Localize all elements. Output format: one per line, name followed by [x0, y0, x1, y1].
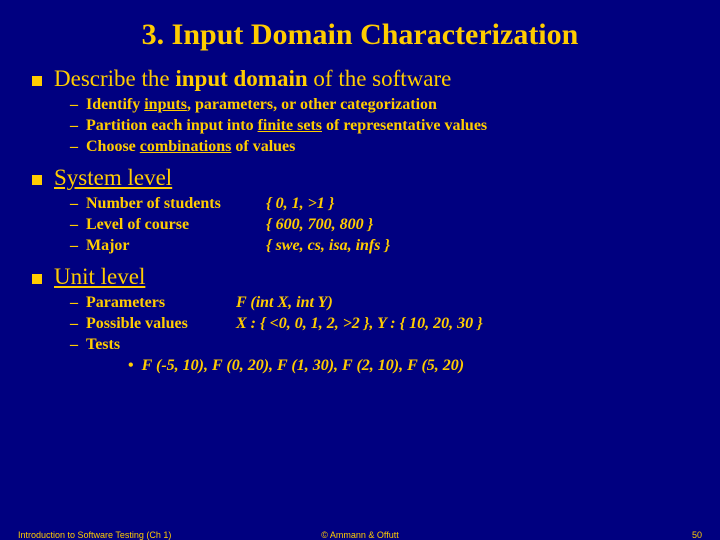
sub-item: – Partition each input into finite sets …: [70, 117, 700, 135]
bullet-text: Describe the input domain of the softwar…: [54, 66, 451, 92]
sub-list-1: – Identify inputs, parameters, or other …: [32, 96, 700, 156]
label: Major: [86, 237, 266, 255]
value: { 600, 700, 800 }: [266, 216, 373, 234]
slide-content: Describe the input domain of the softwar…: [0, 66, 720, 375]
text-bold: input domain: [175, 66, 307, 91]
t: Choose: [86, 138, 140, 155]
dash-icon: –: [70, 195, 78, 213]
sub-text: Choose combinations of values: [86, 138, 295, 156]
label: Possible values: [86, 315, 236, 333]
dash-icon: –: [70, 138, 78, 156]
t: Identify: [86, 96, 144, 113]
sub-list-2: – Number of students { 0, 1, >1 } – Leve…: [32, 195, 700, 255]
sub-item: – Number of students { 0, 1, >1 }: [70, 195, 700, 213]
sub-text: Identify inputs, parameters, or other ca…: [86, 96, 437, 114]
footer-center: © Ammann & Offutt: [0, 530, 720, 540]
sub-item: – Possible values X : { <0, 0, 1, 2, >2 …: [70, 315, 700, 333]
value: X : { <0, 0, 1, 2, >2 }, Y : { 10, 20, 3…: [236, 315, 483, 333]
t: of values: [231, 138, 295, 155]
bullet-text: Unit level: [54, 264, 145, 290]
dash-icon: –: [70, 216, 78, 234]
sub-item: – Tests: [70, 336, 700, 354]
sub-list-3: – Parameters F (int X, int Y) – Possible…: [32, 294, 700, 375]
dash-icon: –: [70, 237, 78, 255]
sub-sub-item: • F (-5, 10), F (0, 20), F (1, 30), F (2,…: [70, 357, 700, 375]
square-bullet-icon: [32, 76, 42, 86]
t: of representative values: [322, 117, 487, 134]
dash-icon: –: [70, 336, 78, 354]
square-bullet-icon: [32, 175, 42, 185]
bullet-describe: Describe the input domain of the softwar…: [32, 66, 700, 92]
text-pre: Describe the: [54, 66, 175, 91]
label: Tests: [86, 336, 120, 354]
label: Number of students: [86, 195, 266, 213]
sub-item: – Major { swe, cs, isa, infs }: [70, 237, 700, 255]
bullet-system-level: System level: [32, 165, 700, 191]
dash-icon: –: [70, 315, 78, 333]
slide-title: 3. Input Domain Characterization: [0, 0, 720, 66]
u: combinations: [140, 138, 232, 155]
dot-bullet-icon: •: [128, 357, 134, 374]
t: Partition each input into: [86, 117, 258, 134]
bullet-text: System level: [54, 165, 172, 191]
label: Level of course: [86, 216, 266, 234]
tests-value: F (-5, 10), F (0, 20), F (1, 30), F (2, …: [142, 357, 465, 374]
sub-item: – Identify inputs, parameters, or other …: [70, 96, 700, 114]
footer-page-number: 50: [692, 530, 702, 540]
value: { 0, 1, >1 }: [266, 195, 334, 213]
dash-icon: –: [70, 294, 78, 312]
u: inputs: [144, 96, 187, 113]
bullet-unit-level: Unit level: [32, 264, 700, 290]
sub-item: – Choose combinations of values: [70, 138, 700, 156]
square-bullet-icon: [32, 274, 42, 284]
value: F (int X, int Y): [236, 294, 333, 312]
dash-icon: –: [70, 96, 78, 114]
t: , parameters, or other categorization: [187, 96, 437, 113]
u: finite sets: [258, 117, 322, 134]
text-post: of the software: [308, 66, 452, 91]
sub-item: – Parameters F (int X, int Y): [70, 294, 700, 312]
sub-item: – Level of course { 600, 700, 800 }: [70, 216, 700, 234]
value: { swe, cs, isa, infs }: [266, 237, 390, 255]
dash-icon: –: [70, 117, 78, 135]
label: Parameters: [86, 294, 236, 312]
sub-text: Partition each input into finite sets of…: [86, 117, 487, 135]
